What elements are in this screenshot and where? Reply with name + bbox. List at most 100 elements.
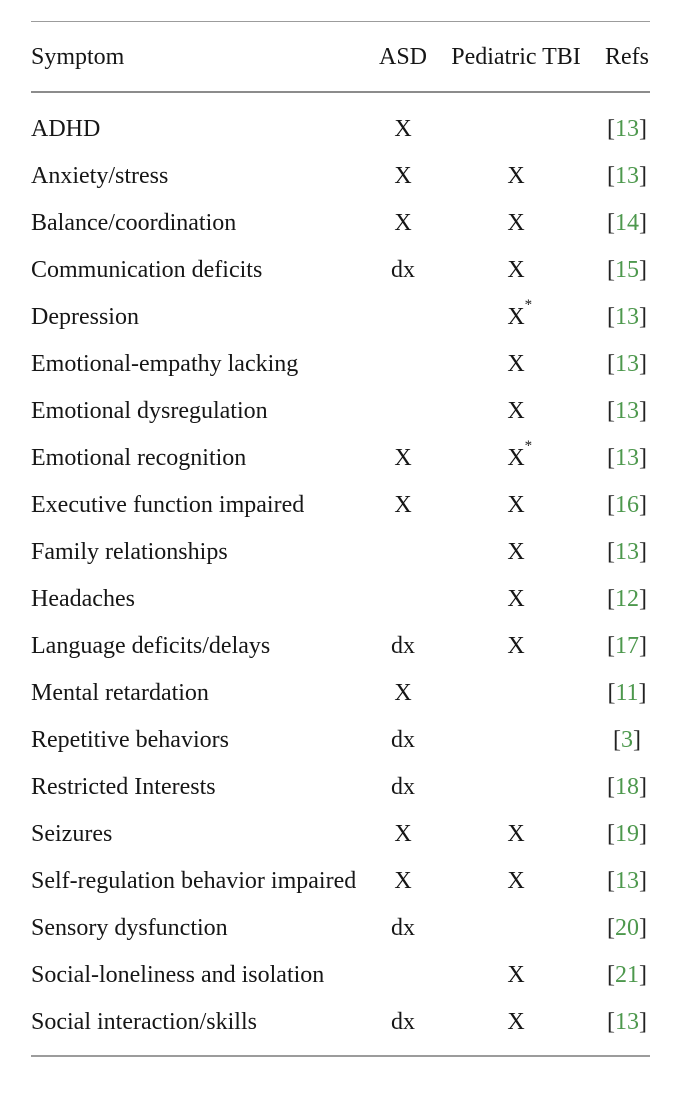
table-body: ADHD X [13] Anxiety/stress X X [13] Bala…: [31, 93, 650, 1055]
table-row: Executive function impaired X X [16]: [31, 482, 650, 529]
ref-link[interactable]: 12: [615, 585, 639, 612]
asd-cell: dx: [378, 257, 428, 283]
table-row: Mental retardation X [11]: [31, 670, 650, 717]
ref-bracket-close: ]: [639, 491, 647, 518]
ref-bracket-close: ]: [639, 538, 647, 565]
tbi-asterisk: *: [524, 437, 533, 454]
ref-bracket-close: ]: [639, 1008, 647, 1035]
ref-bracket-close: ]: [639, 209, 647, 236]
tbi-mark: X: [507, 632, 525, 659]
table-row: Family relationships X [13]: [31, 529, 650, 576]
ref-link[interactable]: 21: [615, 961, 639, 988]
ref-link[interactable]: 13: [615, 538, 639, 565]
column-header-asd-label: ASD: [378, 43, 427, 70]
symptom-label: Depression: [31, 303, 139, 330]
ref-bracket-open: [: [613, 726, 621, 753]
table-row: ADHD X [13]: [31, 106, 650, 153]
tbi-mark: X: [507, 303, 525, 330]
symptom-label: Family relationships: [31, 538, 228, 565]
tbi-mark: X: [507, 350, 525, 377]
ref-link[interactable]: 13: [615, 867, 639, 894]
ref-bracket-close: ]: [639, 773, 647, 800]
ref-link[interactable]: 11: [615, 679, 639, 706]
ref-link[interactable]: 16: [615, 491, 639, 518]
table-header-rule: [31, 91, 650, 93]
asd-mark: dx: [391, 914, 415, 941]
ref-link[interactable]: 15: [615, 256, 639, 283]
symptom-cell: Executive function impaired: [31, 492, 378, 518]
table-row: Repetitive behaviors dx [3]: [31, 717, 650, 764]
ref-link[interactable]: 13: [615, 350, 639, 377]
table-row: Anxiety/stress X X [13]: [31, 153, 650, 200]
tbi-cell: X: [428, 257, 604, 283]
ref-bracket-close: ]: [639, 397, 647, 424]
ref-link[interactable]: 13: [615, 303, 639, 330]
symptom-label: ADHD: [31, 115, 101, 142]
tbi-cell: X: [428, 586, 604, 612]
symptom-cell: Language deficits/delays: [31, 632, 378, 659]
refs-cell: [13]: [604, 1008, 650, 1035]
column-header-pediatric-tbi-label: Pediatric TBI: [451, 43, 581, 70]
ref-link[interactable]: 13: [615, 115, 639, 142]
tbi-mark: X: [507, 209, 525, 236]
symptom-label: Language deficits/delays: [31, 632, 271, 659]
refs-cell: [3]: [604, 726, 650, 753]
ref-link[interactable]: 19: [615, 820, 639, 847]
table-row: Language deficits/delays dx X [17]: [31, 623, 650, 670]
table-row: Self-regulation behavior impaired X X [1…: [31, 858, 650, 905]
ref-link[interactable]: 18: [615, 773, 639, 800]
tbi-mark: X: [507, 444, 525, 471]
tbi-cell: X: [428, 821, 604, 847]
asd-cell: X: [378, 444, 428, 471]
table-row: Restricted Interests dx [18]: [31, 764, 650, 811]
ref-link[interactable]: 14: [615, 209, 639, 236]
tbi-mark: X: [507, 538, 525, 565]
tbi-cell: X: [428, 1008, 604, 1035]
symptom-cell: Balance/coordination: [31, 210, 378, 236]
tbi-mark-wrap: X: [507, 867, 525, 894]
symptom-cell: Sensory dysfunction: [31, 915, 378, 941]
ref-link[interactable]: 13: [615, 397, 639, 424]
asd-mark: X: [394, 444, 412, 471]
symptom-label: Seizures: [31, 820, 113, 847]
asd-cell: X: [378, 116, 428, 142]
ref-link[interactable]: 3: [621, 726, 633, 753]
ref-link[interactable]: 20: [615, 914, 639, 941]
symptom-cell: Mental retardation: [31, 680, 378, 706]
table-row: Balance/coordination X X [14]: [31, 200, 650, 247]
table-row: Social interaction/skills dx X [13]: [31, 999, 650, 1046]
ref-bracket-open: [: [607, 444, 615, 471]
symptom-label: Emotional dysregulation: [31, 397, 268, 424]
symptom-label: Anxiety/stress: [31, 162, 169, 189]
refs-cell: [19]: [604, 820, 650, 847]
symptom-label: Communication deficits: [31, 256, 263, 283]
ref-bracket-close: ]: [639, 867, 647, 894]
ref-link[interactable]: 17: [615, 632, 639, 659]
tbi-mark-wrap: X: [507, 398, 524, 424]
ref-link[interactable]: 13: [615, 444, 639, 471]
symptom-cell: ADHD: [31, 115, 378, 142]
refs-cell: [13]: [604, 538, 650, 565]
ref-bracket-close: ]: [639, 162, 647, 189]
symptom-cell: Social-loneliness and isolation: [31, 962, 378, 988]
asd-mark: X: [394, 162, 412, 189]
table-bottom-rule: [31, 1055, 650, 1057]
tbi-mark-wrap: X: [507, 257, 524, 283]
column-header-pediatric-tbi: Pediatric TBI: [428, 43, 604, 70]
tbi-cell: X: [428, 163, 604, 189]
ref-bracket-close: ]: [639, 115, 647, 142]
tbi-mark: X: [507, 491, 525, 518]
tbi-cell: X: [428, 962, 604, 988]
tbi-mark: X: [507, 1008, 525, 1035]
symptom-cell: Headaches: [31, 585, 378, 612]
ref-link[interactable]: 13: [615, 162, 639, 189]
symptom-label: Emotional-empathy lacking: [31, 350, 299, 377]
refs-cell: [17]: [604, 632, 650, 659]
ref-link[interactable]: 13: [615, 1008, 639, 1035]
asd-cell: dx: [378, 633, 428, 659]
symptom-label: Headaches: [31, 585, 135, 612]
ref-bracket-open: [: [607, 162, 615, 189]
tbi-mark: X: [507, 867, 525, 894]
symptom-cell: Social interaction/skills: [31, 1009, 378, 1035]
tbi-mark-wrap: X: [507, 586, 524, 612]
